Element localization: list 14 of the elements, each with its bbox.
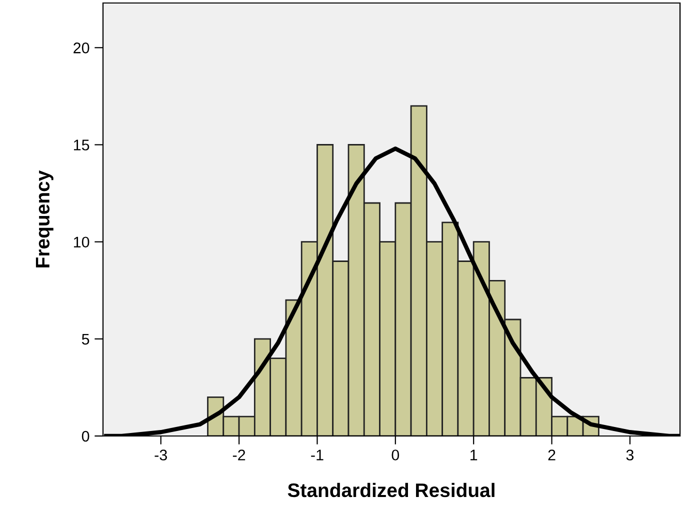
x-tick-label: 2 bbox=[548, 450, 556, 460]
y-tick-label: 10 bbox=[74, 236, 90, 248]
x-tick-label: 0 bbox=[392, 450, 400, 460]
y-tick-label: 0 bbox=[82, 430, 90, 442]
y-tick-label: 15 bbox=[74, 140, 90, 150]
x-tick-label: 1 bbox=[470, 450, 478, 460]
y-tick-label: 5 bbox=[82, 334, 90, 345]
x-tick-label: -2 bbox=[232, 450, 246, 460]
y-axis-title: Frequency bbox=[36, 170, 54, 268]
x-tick-label: -3 bbox=[154, 450, 167, 460]
x-tick-label: -1 bbox=[311, 450, 324, 460]
x-axis-title: Standardized Residual bbox=[288, 482, 494, 498]
y-tick-label: 20 bbox=[74, 42, 90, 54]
x-tick-label: 3 bbox=[626, 450, 634, 460]
